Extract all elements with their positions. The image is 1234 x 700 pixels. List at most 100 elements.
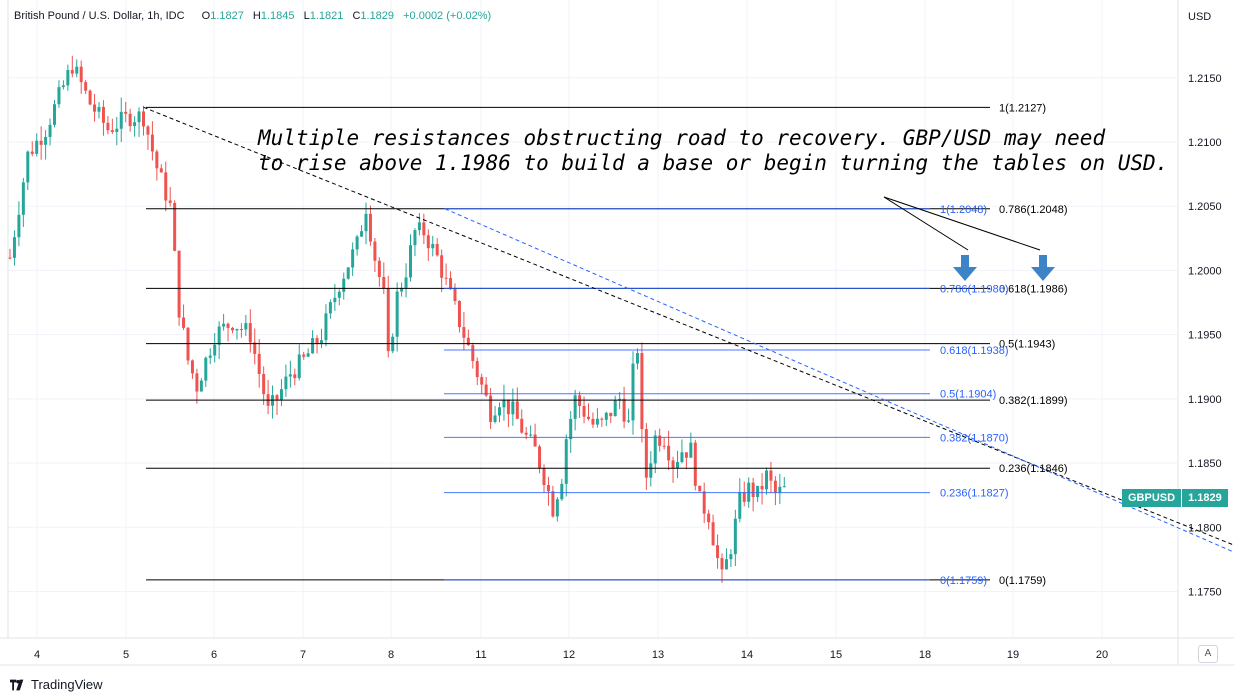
candle-down [248, 323, 252, 343]
candle-down [190, 360, 194, 374]
fib-level-label-blue: 0.618(1.1938) [940, 345, 1009, 357]
candle-down [600, 418, 604, 420]
candle-down [368, 213, 372, 242]
high-label: H [252, 10, 261, 22]
fib-level-label: 0.382(1.1899) [999, 395, 1068, 407]
candle-up [333, 297, 337, 303]
candle-up [676, 461, 679, 469]
badge-divider [1181, 489, 1183, 507]
candle-down [773, 480, 777, 493]
candle-up [555, 499, 559, 517]
candle-up [328, 302, 332, 314]
candle-down [693, 442, 697, 486]
y-tick-label: 1.1750 [1188, 586, 1222, 598]
annotation-pointer-line [883, 196, 1041, 251]
candle-up [395, 291, 399, 337]
candle-down [177, 250, 181, 318]
trendline [444, 208, 1234, 553]
candle-down [457, 300, 461, 328]
candle-down [524, 432, 528, 435]
candle-down [489, 395, 493, 422]
candle-down [377, 260, 381, 278]
brand-footer: TradingView [10, 677, 103, 692]
candle-up [75, 66, 79, 74]
candle-up [311, 338, 315, 354]
y-tick-label: 1.1900 [1188, 394, 1222, 406]
candle-down [84, 82, 88, 91]
candle-down [253, 342, 257, 354]
candle-down [644, 429, 648, 478]
fib-level-label: 0.786(1.2048) [999, 204, 1068, 216]
candle-down [386, 288, 390, 352]
open-label: O [201, 10, 211, 22]
candle-down [262, 374, 266, 395]
y-tick-label: 1.2050 [1188, 201, 1222, 213]
candle-down [609, 412, 613, 417]
candle-down [93, 104, 97, 112]
candle-down [760, 485, 764, 490]
candle-down [480, 377, 484, 385]
candle-down [506, 399, 510, 415]
candle-down [466, 337, 470, 346]
candle-down [106, 122, 110, 131]
tradingview-logo-icon [10, 679, 24, 690]
fib-level-label-blue: 0.236(1.1827) [940, 488, 1009, 500]
x-tick-label: 20 [1096, 649, 1108, 661]
candle-down [662, 445, 666, 447]
candle-up [680, 452, 684, 462]
y-tick-label: 1.1850 [1188, 458, 1222, 470]
auto-scale-button[interactable]: A [1198, 645, 1218, 663]
candle-down [182, 317, 186, 328]
x-tick-label: 5 [123, 649, 129, 661]
candle-down [453, 288, 457, 301]
candle-up [635, 353, 639, 364]
candle-down [168, 200, 172, 203]
x-tick-label: 19 [1007, 649, 1019, 661]
candle-down [720, 558, 724, 570]
candle-up [493, 415, 497, 422]
candle-down [702, 491, 706, 514]
candle-up [97, 106, 101, 112]
candle-up [199, 380, 203, 392]
candle-up [26, 151, 30, 183]
candle-up [756, 485, 760, 498]
candle-up [653, 435, 657, 464]
candle-down [449, 278, 453, 289]
candle-up [213, 344, 217, 356]
candle-down [538, 446, 542, 469]
candle-up [689, 442, 693, 458]
candle-up [21, 182, 25, 215]
x-tick-label: 11 [475, 649, 486, 661]
candle-down [426, 235, 430, 249]
candle-down [373, 241, 377, 261]
candle-up [115, 128, 119, 132]
annotation-line-2: to rise above 1.1986 to build a base or … [258, 151, 1169, 175]
candle-down [435, 244, 439, 256]
candle-down [422, 222, 426, 236]
fib-level-label: 0.236(1.1846) [999, 463, 1068, 475]
candle-down [231, 327, 234, 331]
candle-down [444, 277, 448, 279]
fib-level-label-blue: 1(1.2048) [940, 204, 987, 216]
fib-level-label: 0.5(1.1943) [999, 339, 1055, 351]
candle-up [778, 486, 782, 493]
candle-down [173, 202, 177, 251]
candle-down [698, 485, 702, 492]
candle-up [782, 486, 786, 488]
candle-up [733, 518, 737, 555]
candle-down [658, 435, 662, 446]
down-arrow-icon [953, 255, 977, 281]
candle-down [587, 416, 590, 419]
candle-up [355, 236, 359, 250]
candle-up [560, 483, 564, 500]
fib-level-label-blue: 0(1.1759) [940, 575, 987, 587]
symbol-title: British Pound / U.S. Dollar, 1h, IDC [14, 10, 185, 22]
close-value: 1.1829 [360, 10, 395, 22]
x-tick-label: 15 [830, 649, 842, 661]
candle-up [613, 400, 617, 417]
candle-down [546, 485, 550, 492]
fib-level-label: 0.618(1.1986) [999, 283, 1068, 295]
candle-up [604, 412, 608, 420]
